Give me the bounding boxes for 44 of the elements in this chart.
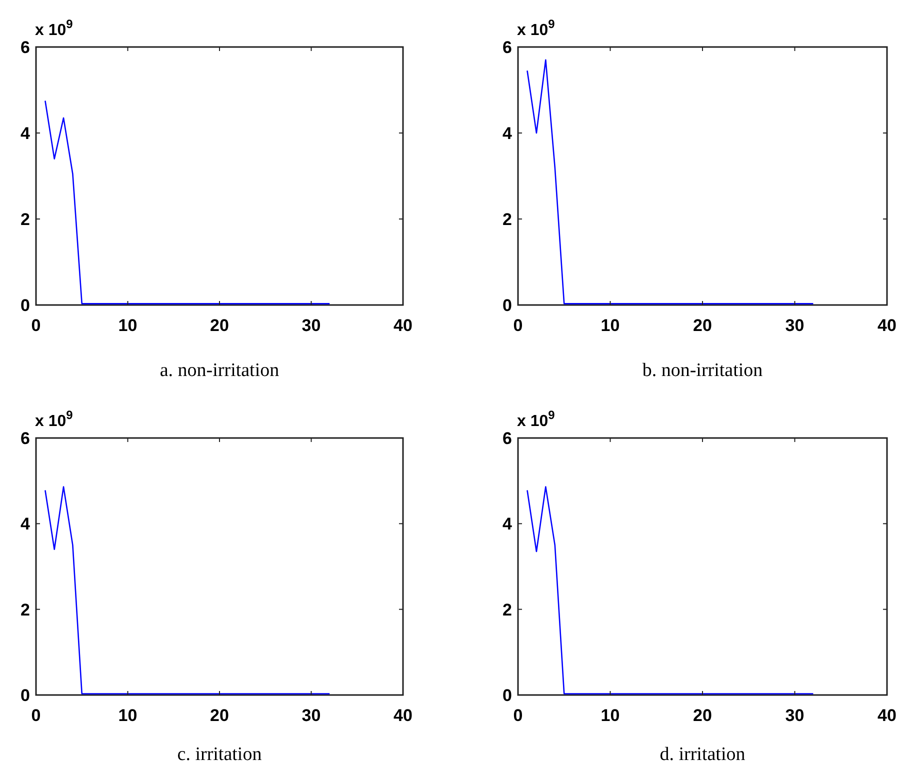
y-tick-label: 0: [20, 296, 30, 315]
x-tick-label: 10: [118, 706, 138, 725]
x-tick-label: 10: [600, 706, 620, 725]
y-axis-title: x 10$^{9}$: [517, 17, 556, 39]
line-series: [526, 59, 814, 304]
y-tick-label: 6: [20, 38, 30, 57]
x-tick-label: 20: [210, 316, 229, 335]
x-tick-label: 40: [878, 706, 896, 725]
y-tick-label: 4: [502, 514, 513, 534]
y-tick-label: 2: [502, 600, 512, 620]
x-tick-label: 30: [785, 316, 804, 335]
text: a. non-irritation: [160, 360, 280, 381]
y-tick-label: 0: [502, 296, 512, 315]
text: c. irritation: [177, 744, 262, 765]
y-tick-label: 2: [20, 210, 30, 229]
x-tick-label: 10: [600, 316, 620, 335]
y-tick-label: 2: [502, 210, 512, 229]
text: b. non-irritation: [642, 360, 764, 381]
y-tick-label: 6: [502, 428, 512, 448]
x-tick-label: 20: [210, 706, 229, 725]
x-tick-label: 20: [693, 316, 712, 335]
y-axis-title: x 10$^{9}$: [517, 408, 556, 430]
y-tick-label: 6: [20, 428, 30, 448]
text: d. irritation: [660, 744, 746, 765]
y-tick-label: 2: [20, 600, 30, 620]
y-tick-label: 4: [20, 514, 31, 534]
x-tick-label: 20: [693, 706, 712, 725]
y-tick-label: 0: [20, 686, 30, 705]
y-tick-label: 0: [502, 686, 512, 705]
y-axis-title: x 10$^{9}$: [35, 17, 74, 39]
y-tick-label: 4: [502, 124, 513, 143]
y-tick-label: 4: [20, 124, 31, 143]
y-axis-title: x 10$^{9}$: [35, 408, 74, 430]
x-tick-label: 30: [302, 706, 321, 725]
x-tick-label: 10: [118, 316, 138, 335]
x-tick-label: 40: [394, 706, 412, 725]
x-tick-label: 30: [302, 316, 321, 335]
x-tick-label: 40: [394, 316, 412, 335]
x-tick-label: 40: [878, 316, 896, 335]
line-series: [44, 100, 330, 304]
line-series: [526, 486, 814, 694]
x-tick-label: 30: [785, 706, 804, 725]
line-series: [44, 486, 330, 694]
y-tick-label: 6: [502, 38, 512, 57]
